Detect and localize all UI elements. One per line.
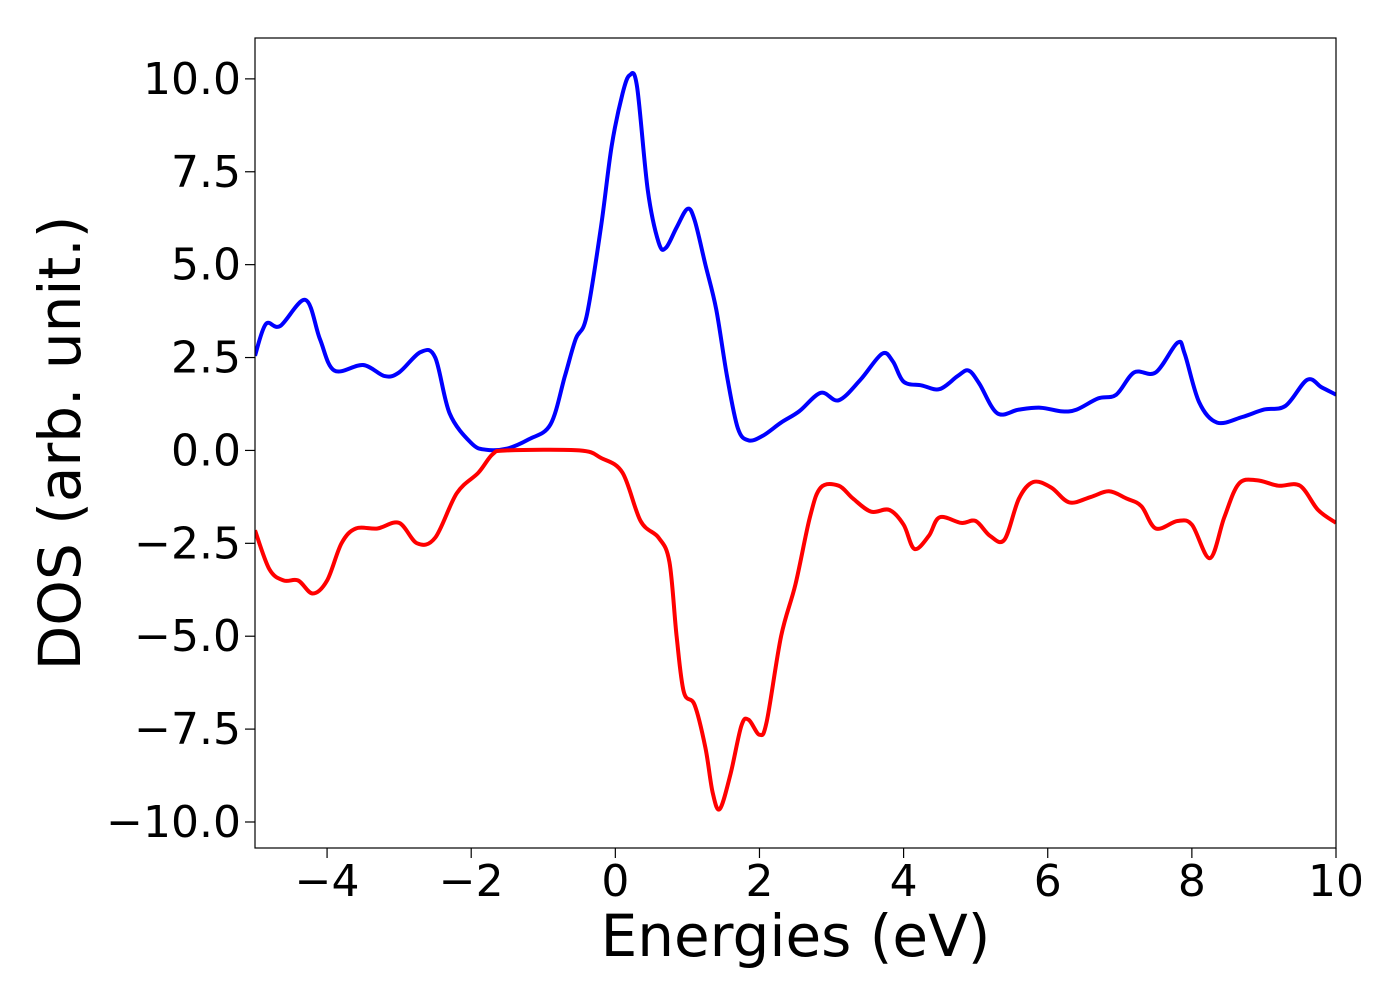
x-tick-label: 10: [1308, 856, 1364, 907]
x-tick-label: −4: [295, 856, 360, 907]
series-group: [255, 71, 1336, 812]
y-tick-label: −5.0: [134, 611, 241, 662]
y-axis-label: DOS (arb. unit.): [26, 216, 94, 671]
y-tick-label: 10.0: [143, 54, 241, 105]
y-tick-label: −2.5: [134, 518, 241, 569]
x-tick-label: 2: [745, 856, 773, 907]
x-axis-label: Energies (eV): [601, 902, 991, 970]
y-tick-label: −10.0: [106, 797, 241, 848]
series-line-spin-down: [255, 447, 1336, 812]
x-tick-label: 4: [890, 856, 918, 907]
x-axis: −4 −2 0 2 4 6 8 10: [295, 848, 1364, 907]
x-tick-label: 0: [601, 856, 629, 907]
y-tick-label: −7.5: [134, 704, 241, 755]
y-tick-label: 2.5: [171, 333, 241, 384]
y-tick-label: 7.5: [171, 147, 241, 198]
y-axis: 10.0 7.5 5.0 2.5 0.0 −2.5 −5.0 −7.5 −10.0: [106, 54, 255, 848]
series-line-spin-up: [255, 71, 1336, 453]
x-tick-label: −2: [439, 856, 504, 907]
y-tick-label: 0.0: [171, 425, 241, 476]
y-tick-label: 5.0: [171, 240, 241, 291]
plot-frame: [254, 37, 1337, 849]
x-tick-label: 6: [1034, 856, 1062, 907]
x-tick-label: 8: [1178, 856, 1206, 907]
